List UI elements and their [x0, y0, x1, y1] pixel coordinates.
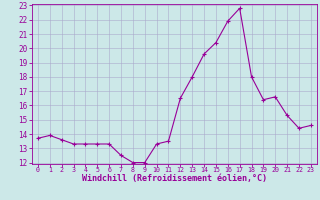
X-axis label: Windchill (Refroidissement éolien,°C): Windchill (Refroidissement éolien,°C): [82, 174, 267, 183]
